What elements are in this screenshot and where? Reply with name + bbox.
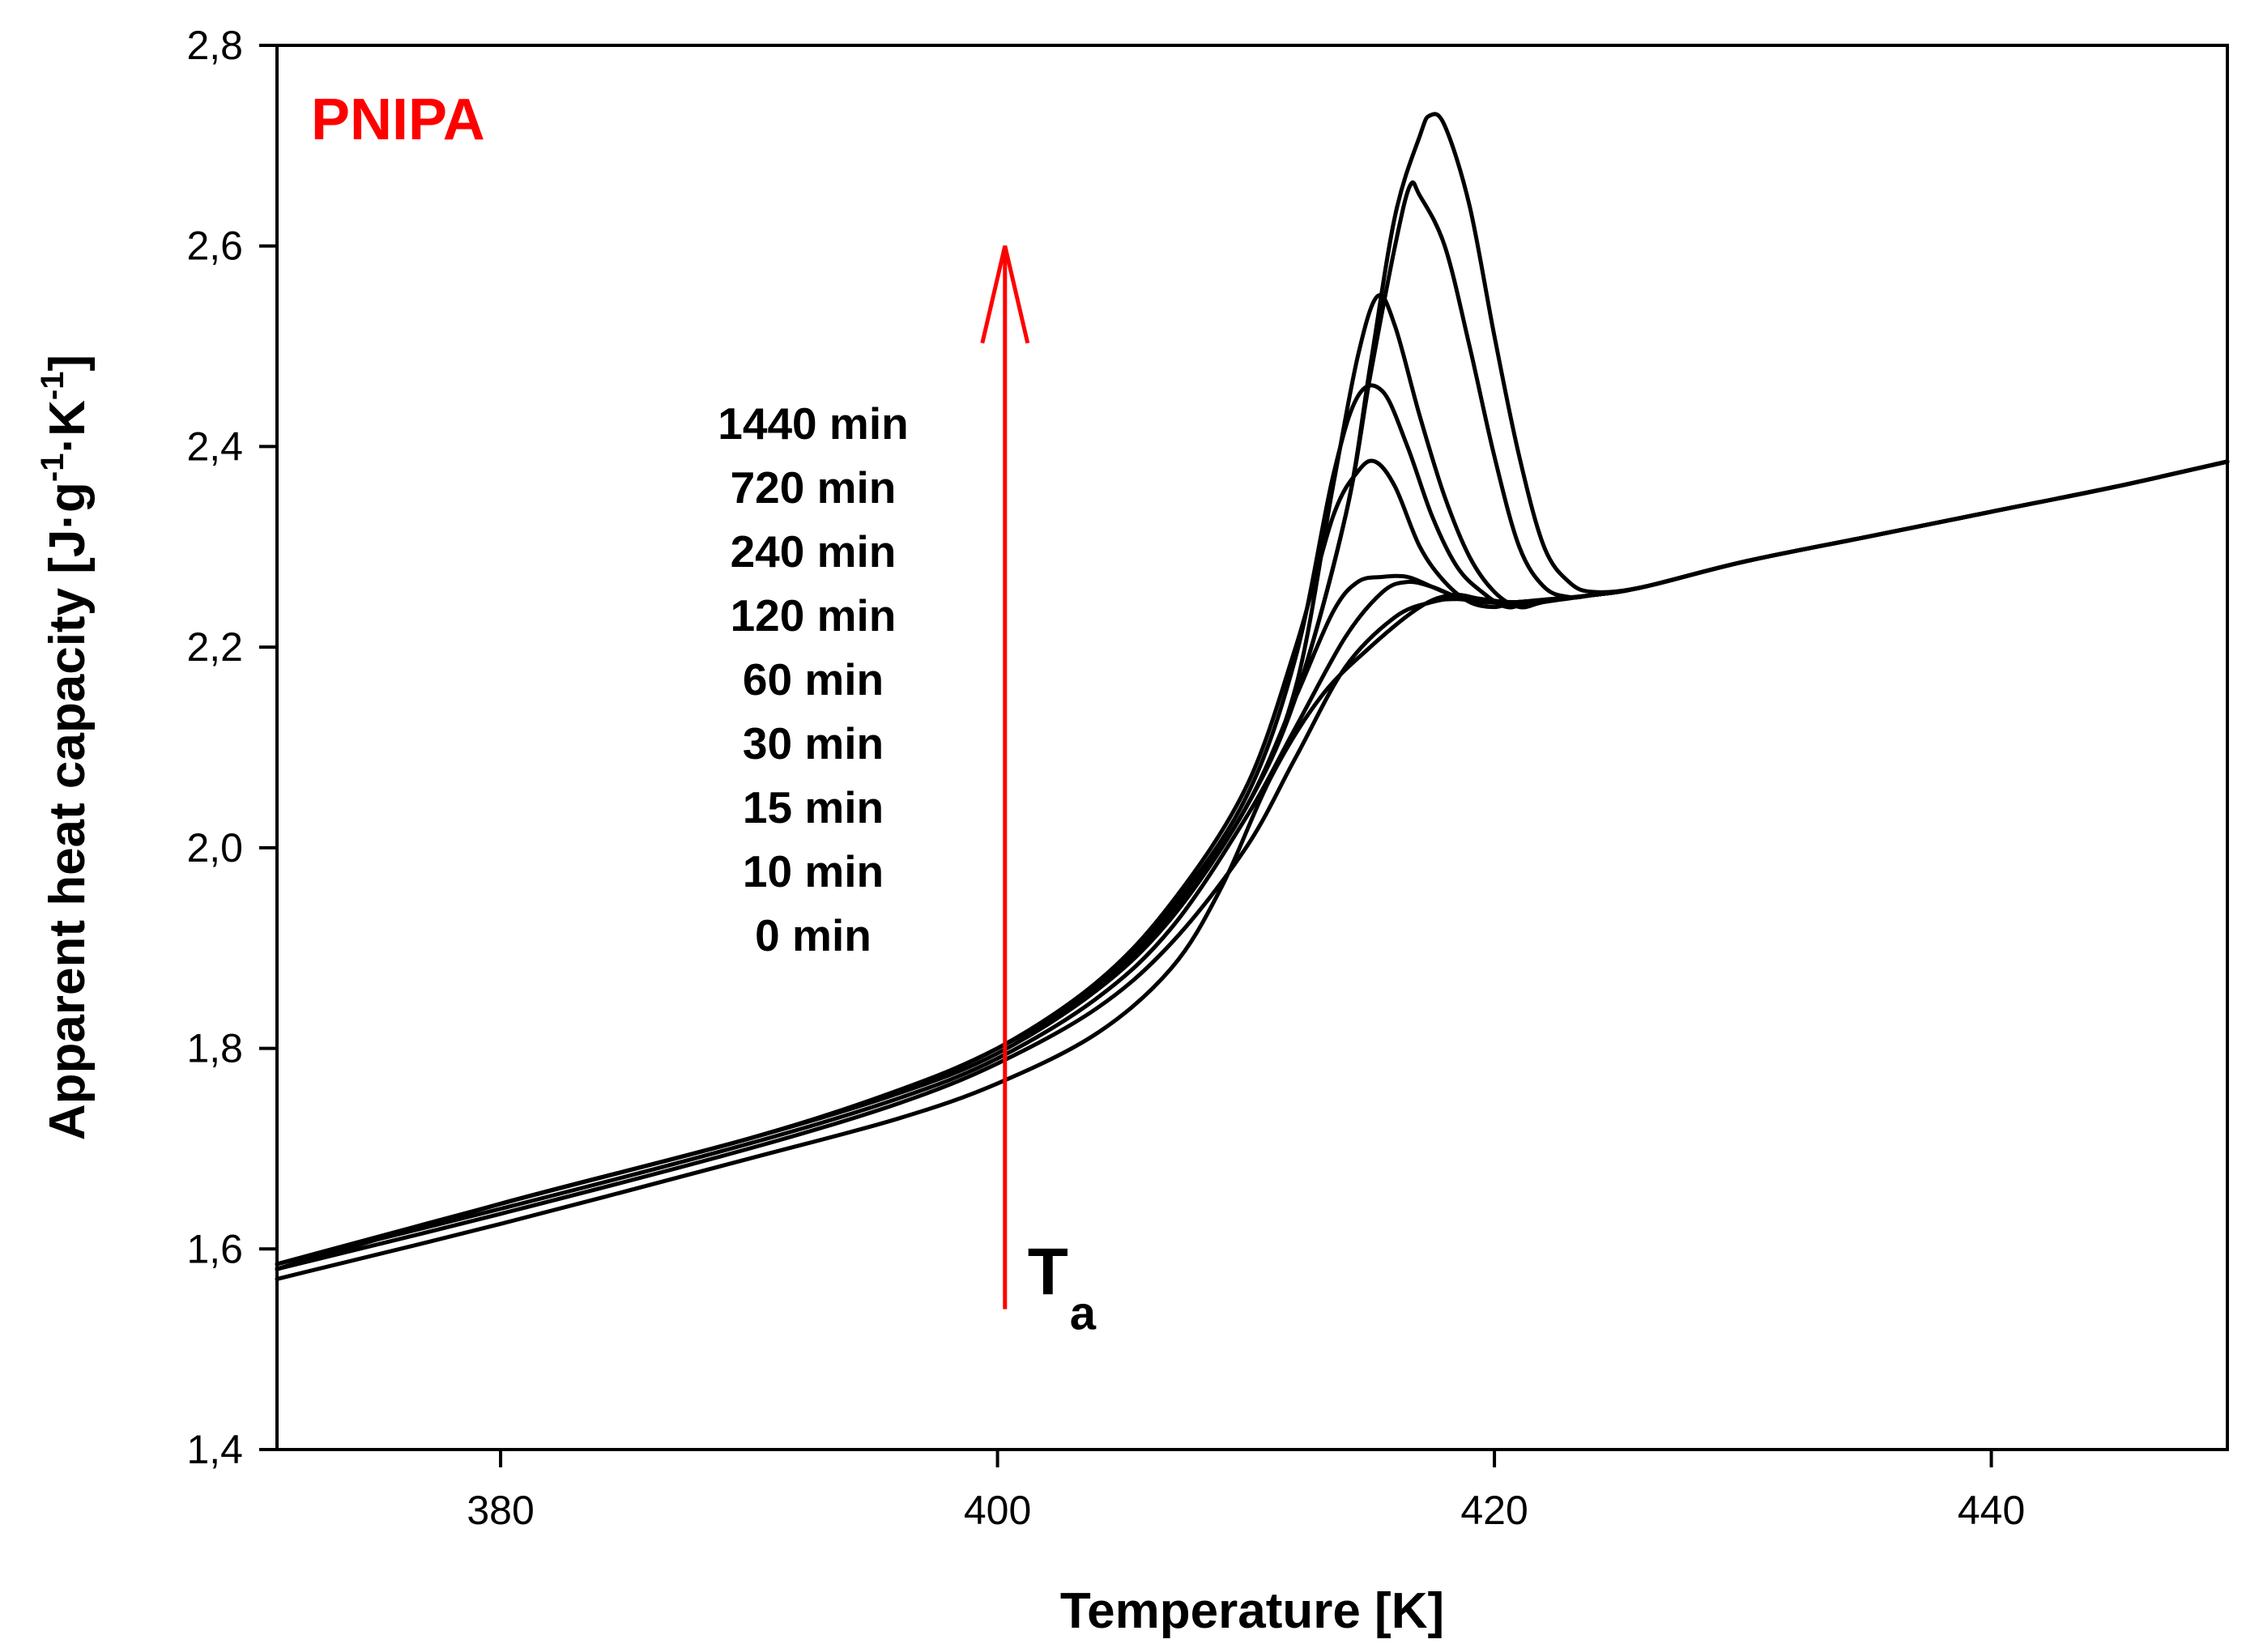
arrow-head bbox=[980, 245, 1030, 344]
series-line-60-min bbox=[275, 458, 2230, 1271]
y-tick-label: 2,6 bbox=[186, 224, 243, 269]
annotation-subscript: a bbox=[1070, 1287, 1097, 1339]
y-axis-title-mid: ·K bbox=[40, 400, 96, 453]
x-tick-label: 420 bbox=[1460, 1488, 1528, 1533]
legend-entry: 240 min bbox=[731, 526, 897, 577]
y-axis-title-end: ] bbox=[40, 355, 96, 372]
legend-entry: 0 min bbox=[755, 910, 872, 960]
series-line-720-min bbox=[275, 180, 2230, 1271]
y-tick-label: 1,8 bbox=[186, 1026, 243, 1071]
series-line-1440-min bbox=[275, 112, 2230, 1271]
y-axis-title-sup2: -1 bbox=[35, 371, 70, 400]
y-tick-label: 2,0 bbox=[186, 825, 243, 871]
y-axis-title-main: Apparent heat capacity [J·g bbox=[40, 482, 96, 1140]
x-tick-label: 440 bbox=[1958, 1488, 2025, 1533]
series-line-10-min bbox=[275, 459, 2230, 1271]
y-tick-label: 1,4 bbox=[186, 1427, 243, 1472]
legend-entry: 1440 min bbox=[718, 398, 908, 449]
legend-entry: 30 min bbox=[743, 718, 884, 769]
legend-entry: 720 min bbox=[731, 462, 897, 513]
axis-layer: 1,4 1,6 1,8 2,0 2,2 2,4 2,6 2,8 380 400 420 440 bbox=[186, 23, 2025, 1533]
y-tick-label: 2,2 bbox=[186, 624, 243, 670]
x-tick-label: 400 bbox=[964, 1488, 1031, 1533]
series-line-30-min bbox=[275, 459, 2230, 1267]
plot-area bbox=[275, 44, 2229, 1451]
y-axis-title: Apparent heat capacity [J·g-1·K-1] bbox=[35, 355, 96, 1140]
series-line-120-min bbox=[275, 383, 2230, 1271]
legend-entry: 120 min bbox=[731, 590, 897, 641]
annotation-label: T bbox=[1028, 1235, 1068, 1309]
plot-title: PNIPA bbox=[311, 87, 485, 152]
series-line-0-min bbox=[275, 459, 2230, 1281]
y-tick-label: 2,8 bbox=[186, 23, 243, 68]
legend-entry: 10 min bbox=[743, 846, 884, 896]
legend: 1440 min 720 min 240 min 120 min 60 min 30 mi… bbox=[718, 398, 908, 960]
series-line-15-min bbox=[275, 459, 2230, 1267]
y-tick-label: 1,6 bbox=[186, 1226, 243, 1271]
y-tick-label: 2,4 bbox=[186, 424, 243, 469]
legend-entry: 15 min bbox=[743, 782, 884, 832]
legend-entry: 60 min bbox=[743, 654, 884, 705]
x-tick-label: 380 bbox=[467, 1488, 534, 1533]
y-axis-title-sup1: -1 bbox=[35, 453, 70, 482]
annotation-layer: Ta bbox=[980, 245, 1097, 1339]
series-layer bbox=[275, 112, 2230, 1281]
x-axis-title: Temperature [K] bbox=[1060, 1583, 1444, 1639]
